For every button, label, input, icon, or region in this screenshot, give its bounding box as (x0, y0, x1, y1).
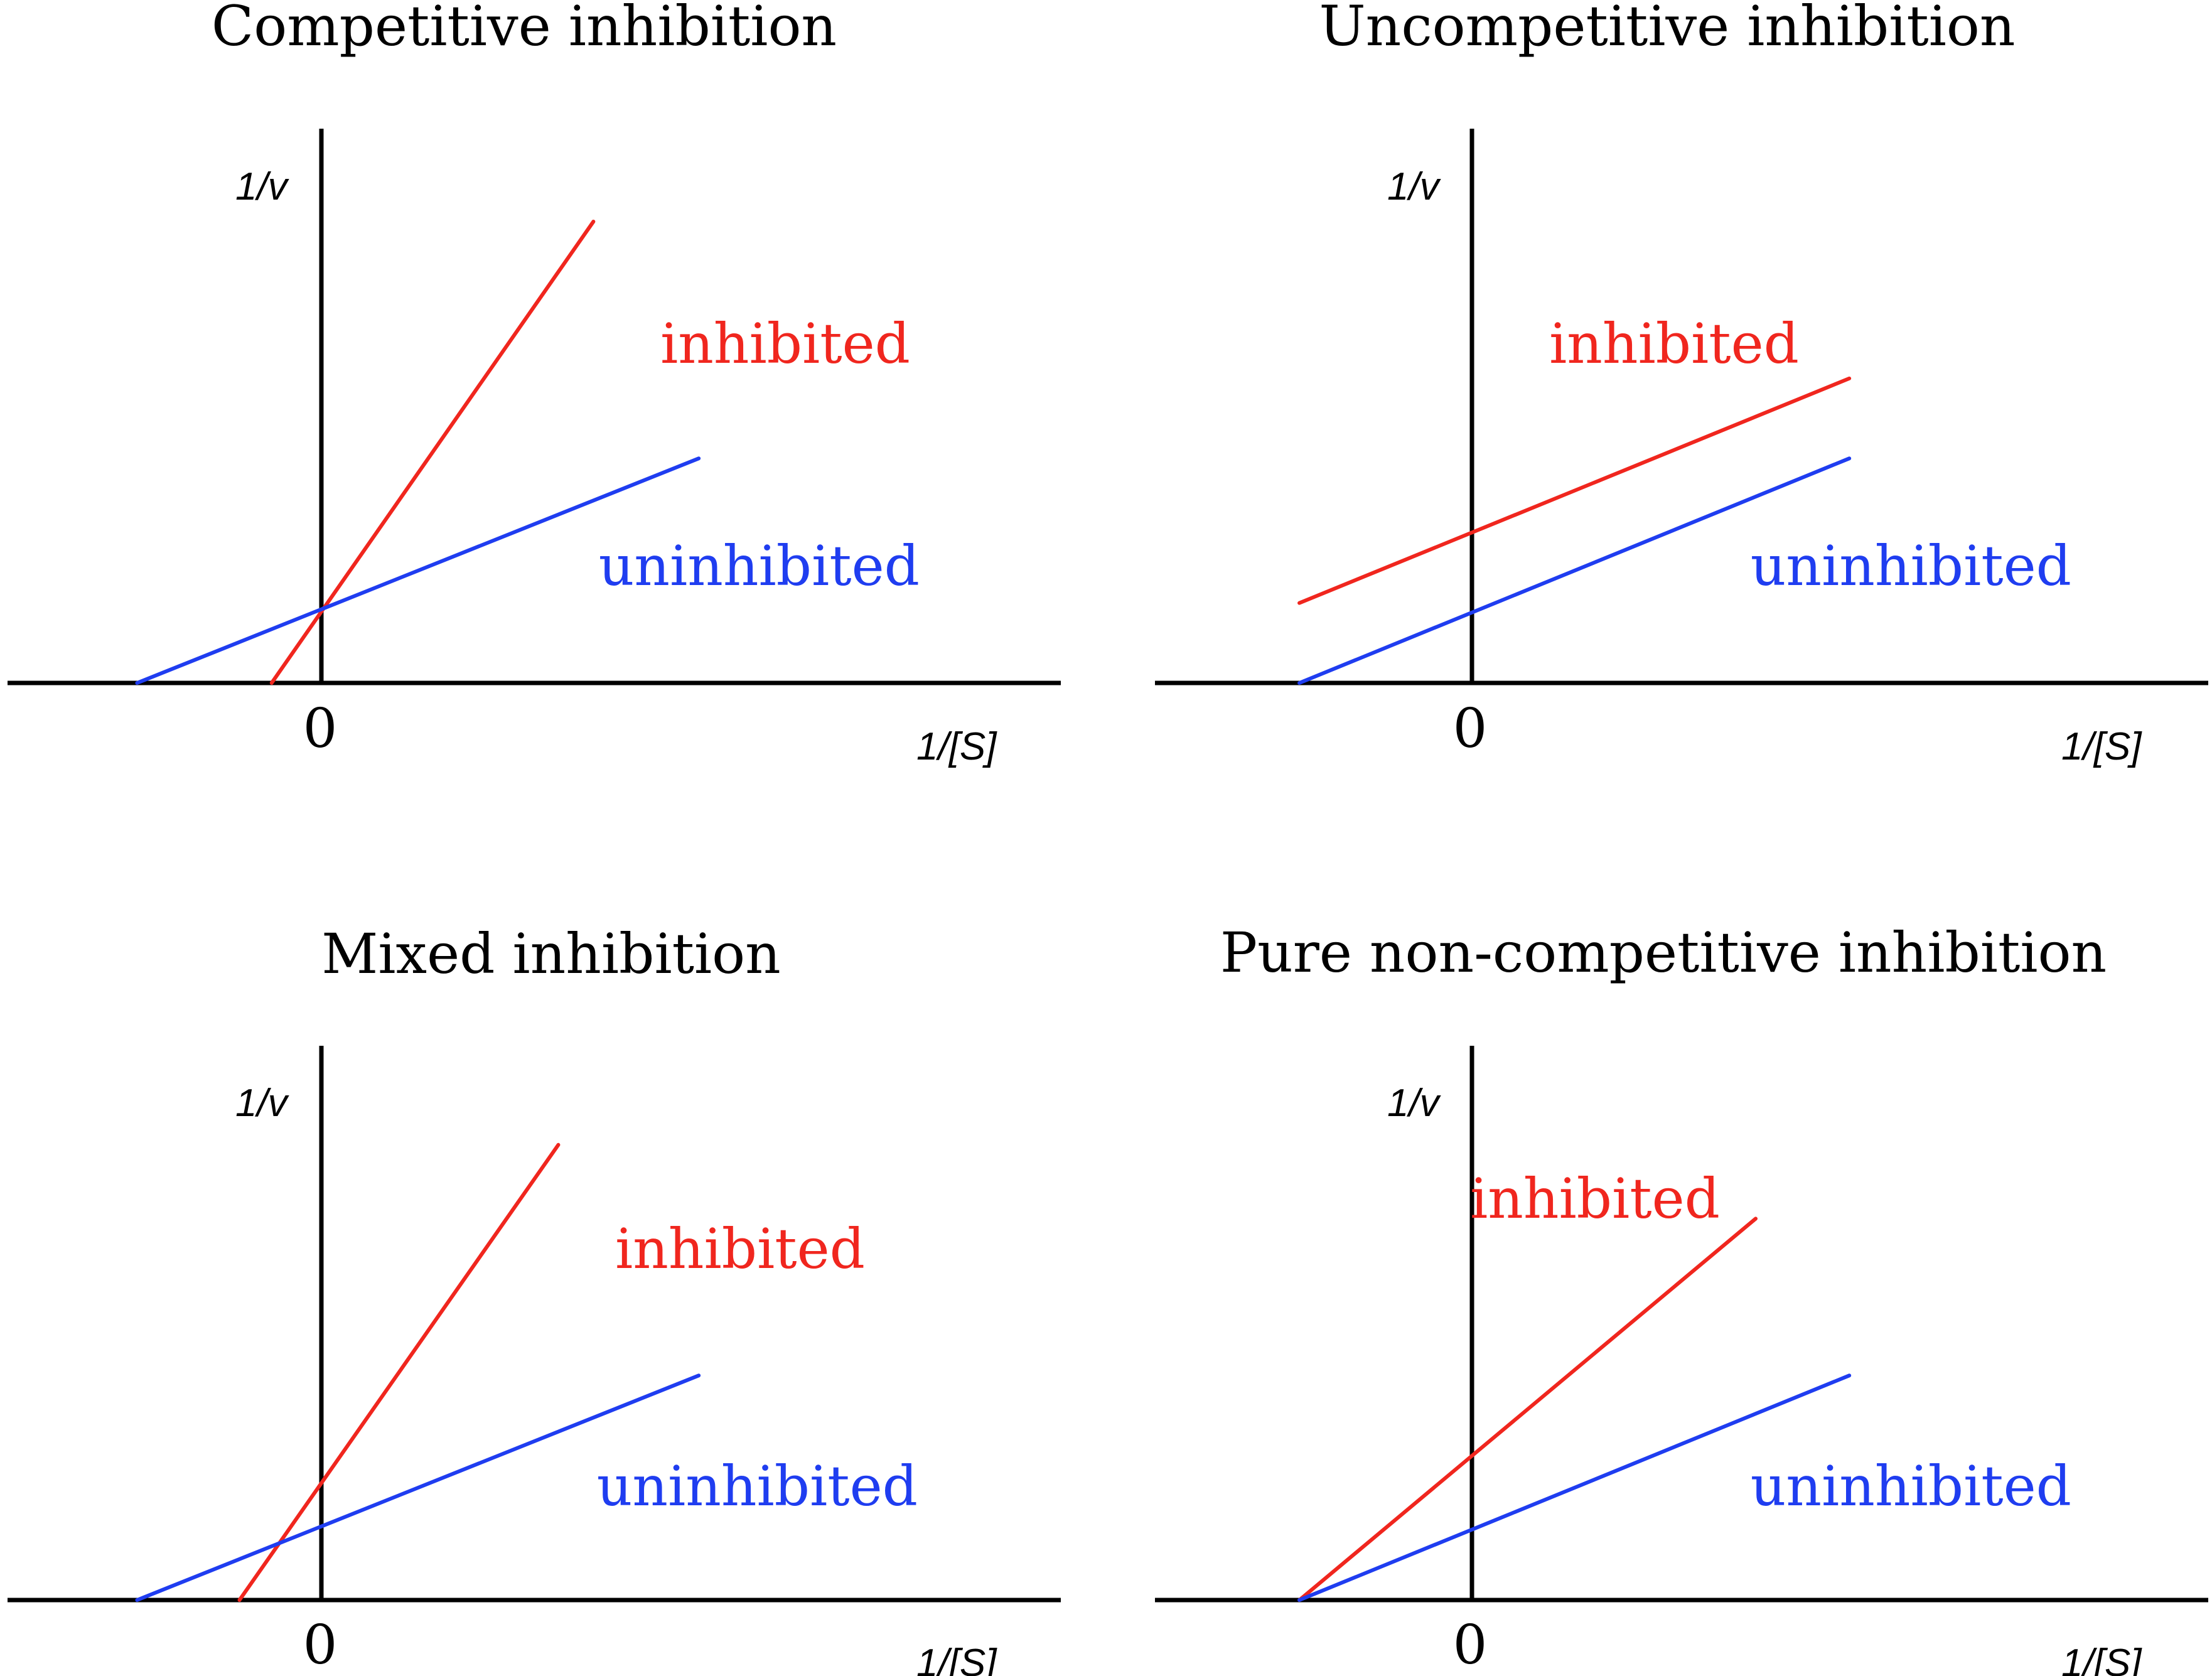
origin-label: 0 (1453, 697, 1488, 760)
panel-title: Mixed inhibition (321, 921, 781, 986)
y-axis-label: 1/v (1387, 165, 1441, 208)
panel-title: Competitive inhibition (212, 0, 837, 58)
series-line-inhibited (1297, 376, 1852, 605)
panel-pure-non-competitive-inhibition: Pure non-competitive inhibition 1/v 1/[S] 0… (1155, 920, 2208, 1676)
panel-mixed-inhibition: Mixed inhibition 1/v 1/[S] 0 inhibited uninhi… (8, 921, 1061, 1676)
x-axis-label: 1/[S] (916, 725, 997, 768)
series-label-inhibited: inhibited (1549, 311, 1799, 376)
panel-competitive-inhibition: Competitive inhibition 1/v 1/[S] 0 inhibited… (8, 0, 1061, 768)
x-axis-label: 1/[S] (2061, 725, 2142, 768)
x-axis-label: 1/[S] (2061, 1641, 2142, 1676)
panel-uncompetitive-inhibition: Uncompetitive inhibition 1/v 1/[S] 0 inhibit… (1155, 0, 2208, 768)
series-line-uninhibited (135, 1373, 701, 1602)
series-label-uninhibited: uninhibited (1751, 1454, 2071, 1518)
y-axis-label: 1/v (235, 165, 289, 208)
panel-title: Pure non-competitive inhibition (1220, 920, 2107, 985)
series-label-uninhibited: uninhibited (597, 1454, 918, 1518)
series-line-inhibited (1297, 1217, 1758, 1602)
series-line-inhibited (237, 1142, 561, 1602)
series-line-uninhibited (1297, 1373, 1852, 1602)
series-line-uninhibited (135, 456, 701, 685)
origin-label: 0 (1453, 1614, 1488, 1676)
series-label-inhibited: inhibited (1470, 1166, 1720, 1231)
panel-title: Uncompetitive inhibition (1319, 0, 2015, 58)
series-label-uninhibited: uninhibited (1751, 534, 2071, 598)
series-label-inhibited: inhibited (615, 1217, 865, 1281)
origin-label: 0 (303, 697, 338, 760)
series-label-inhibited: inhibited (660, 311, 910, 376)
x-axis-label: 1/[S] (916, 1641, 997, 1676)
series-label-uninhibited: uninhibited (599, 534, 920, 598)
y-axis-label: 1/v (1387, 1082, 1441, 1125)
y-axis-label: 1/v (235, 1082, 289, 1125)
series-line-uninhibited (1297, 456, 1852, 685)
origin-label: 0 (303, 1614, 338, 1676)
